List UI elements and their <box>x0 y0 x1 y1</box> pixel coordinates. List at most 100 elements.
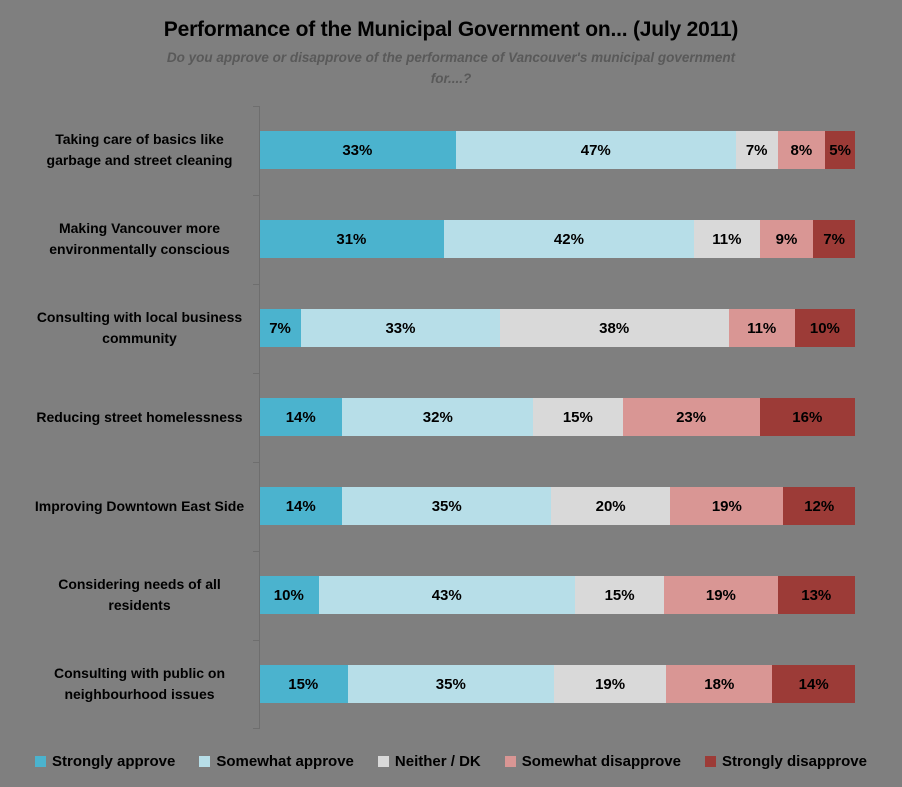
bar-segment: 35% <box>342 487 552 526</box>
axis-tick <box>253 461 259 463</box>
bar-segment: 9% <box>759 220 814 259</box>
category-label: Making Vancouver more environmentally co… <box>49 220 230 258</box>
bar-segment: 12% <box>783 487 855 526</box>
bar-segment: 5% <box>825 131 856 170</box>
bar-row: Considering needs of all residents 10% 43%… <box>28 551 855 640</box>
bar-segment: 7% <box>813 220 855 259</box>
bar-segment: 13% <box>777 576 855 615</box>
legend-swatch <box>704 755 716 767</box>
segment-value-label: 42% <box>553 230 584 248</box>
bar-segment: 43% <box>318 576 575 615</box>
bar-segment: 7% <box>735 131 778 170</box>
category-label: Considering needs of all residents <box>58 576 221 614</box>
segment-value-label: 19% <box>595 675 626 693</box>
bar-segment: 20% <box>551 487 671 526</box>
stacked-bar: 14% 32% 15% 23% 16% <box>259 398 855 437</box>
bar-segment: 38% <box>499 309 729 348</box>
bar-row: Consulting with public on neighbourhood … <box>28 640 855 729</box>
segment-value-label: 14% <box>285 497 316 515</box>
bar-segment: 19% <box>670 487 784 526</box>
segment-value-label: 35% <box>435 675 466 693</box>
segment-value-label: 11% <box>712 230 742 248</box>
segment-value-label: 19% <box>705 586 736 604</box>
segment-value-label: 15% <box>562 408 593 426</box>
segment-value-label: 20% <box>595 497 626 515</box>
segment-value-label: 19% <box>711 497 742 515</box>
legend-item: Somewhat disapprove <box>504 752 681 770</box>
legend-item: Neither / DK <box>377 752 481 770</box>
segment-value-label: 15% <box>288 675 319 693</box>
bar-segment: 35% <box>347 665 555 704</box>
bar-segment: 42% <box>443 220 695 259</box>
segment-value-label: 14% <box>285 408 316 426</box>
chart-subtitle-line-2: for....? <box>430 70 472 86</box>
stacked-bar: 10% 43% 15% 19% 13% <box>259 576 855 615</box>
bar-segment: 18% <box>666 665 773 704</box>
segment-value-label: 10% <box>809 319 840 337</box>
legend-label: Strongly disapprove <box>721 752 867 770</box>
bar-segment: 33% <box>259 131 456 170</box>
segment-value-label: 5% <box>829 141 851 159</box>
segment-value-label: 8% <box>790 141 813 159</box>
legend-item: Strongly approve <box>34 752 176 770</box>
bar-row: Improving Downtown East Side 14% 35% 20% 19%… <box>28 462 855 551</box>
segment-value-label: 35% <box>431 497 462 515</box>
legend-swatch <box>34 755 46 767</box>
stacked-bar: 14% 35% 20% 19% 12% <box>259 487 855 526</box>
bar-row: Making Vancouver more environmentally co… <box>28 195 855 284</box>
legend-item: Somewhat approve <box>199 753 354 770</box>
segment-value-label: 7% <box>823 230 845 248</box>
bar-segment: 8% <box>777 131 826 170</box>
segment-value-label: 15% <box>604 586 635 604</box>
stacked-bar: 33% 47% 7% 8% 5% <box>259 131 856 170</box>
axis-tick <box>253 550 259 552</box>
bar-segment: 19% <box>664 576 778 615</box>
legend-label: Somewhat disapprove <box>521 752 681 770</box>
legend-label: Neither / DK <box>394 752 481 770</box>
segment-value-label: 14% <box>798 675 829 693</box>
plot-area: Taking care of basics like garbage and s… <box>28 105 856 729</box>
legend-swatch <box>377 755 389 767</box>
bar-segment: 47% <box>455 131 736 170</box>
bar-row: Taking care of basics like garbage and s… <box>28 106 856 195</box>
segment-value-label: 47% <box>580 141 611 159</box>
bar-segment: 15% <box>259 665 348 704</box>
axis-tick <box>253 283 259 285</box>
bar-segment: 11% <box>728 309 795 348</box>
bar-segment: 14% <box>772 665 855 704</box>
category-label: Consulting with public on neighbourhood … <box>53 665 226 703</box>
segment-value-label: 43% <box>431 586 462 604</box>
segment-value-label: 31% <box>336 230 367 248</box>
bar-segment: 33% <box>301 309 500 348</box>
segment-value-label: 12% <box>804 497 835 515</box>
category-label: Taking care of basics like garbage and s… <box>46 131 233 169</box>
segment-value-label: 18% <box>704 675 735 693</box>
bar-segment: 11% <box>694 220 760 259</box>
bar-segment: 10% <box>259 576 319 615</box>
category-axis-line <box>259 105 260 729</box>
category-label: Improving Downtown East Side <box>34 497 245 514</box>
axis-tick <box>253 639 259 641</box>
segment-value-label: 7% <box>745 141 768 159</box>
bar-segment: 15% <box>574 576 665 615</box>
legend-label: Strongly approve <box>51 752 176 770</box>
segment-value-label: 10% <box>273 586 304 604</box>
category-label: Consulting with local business community <box>36 309 243 347</box>
chart-title: Performance of the Municipal Government … <box>163 18 739 41</box>
segment-value-label: 33% <box>342 141 373 159</box>
legend-item: Strongly disapprove <box>704 752 867 770</box>
bar-segment: 7% <box>259 309 302 348</box>
legend-label: Somewhat approve <box>216 752 354 770</box>
axis-tick <box>253 727 259 729</box>
segment-value-label: 9% <box>775 230 798 248</box>
bar-segment: 14% <box>259 398 343 437</box>
segment-value-label: 13% <box>801 586 832 604</box>
chart-subtitle: Do you approve or disapprove of the perf… <box>0 48 902 90</box>
category-label: Reducing street homelessness <box>36 408 243 425</box>
bar-row: Reducing street homelessness 14% 32% 15% 23%… <box>28 373 855 462</box>
segment-value-label: 23% <box>676 408 707 426</box>
segment-value-label: 11% <box>747 319 777 337</box>
axis-tick <box>253 105 259 107</box>
chart-subtitle-line-1: Do you approve or disapprove of the perf… <box>166 50 736 65</box>
bar-segment: 19% <box>554 665 667 704</box>
